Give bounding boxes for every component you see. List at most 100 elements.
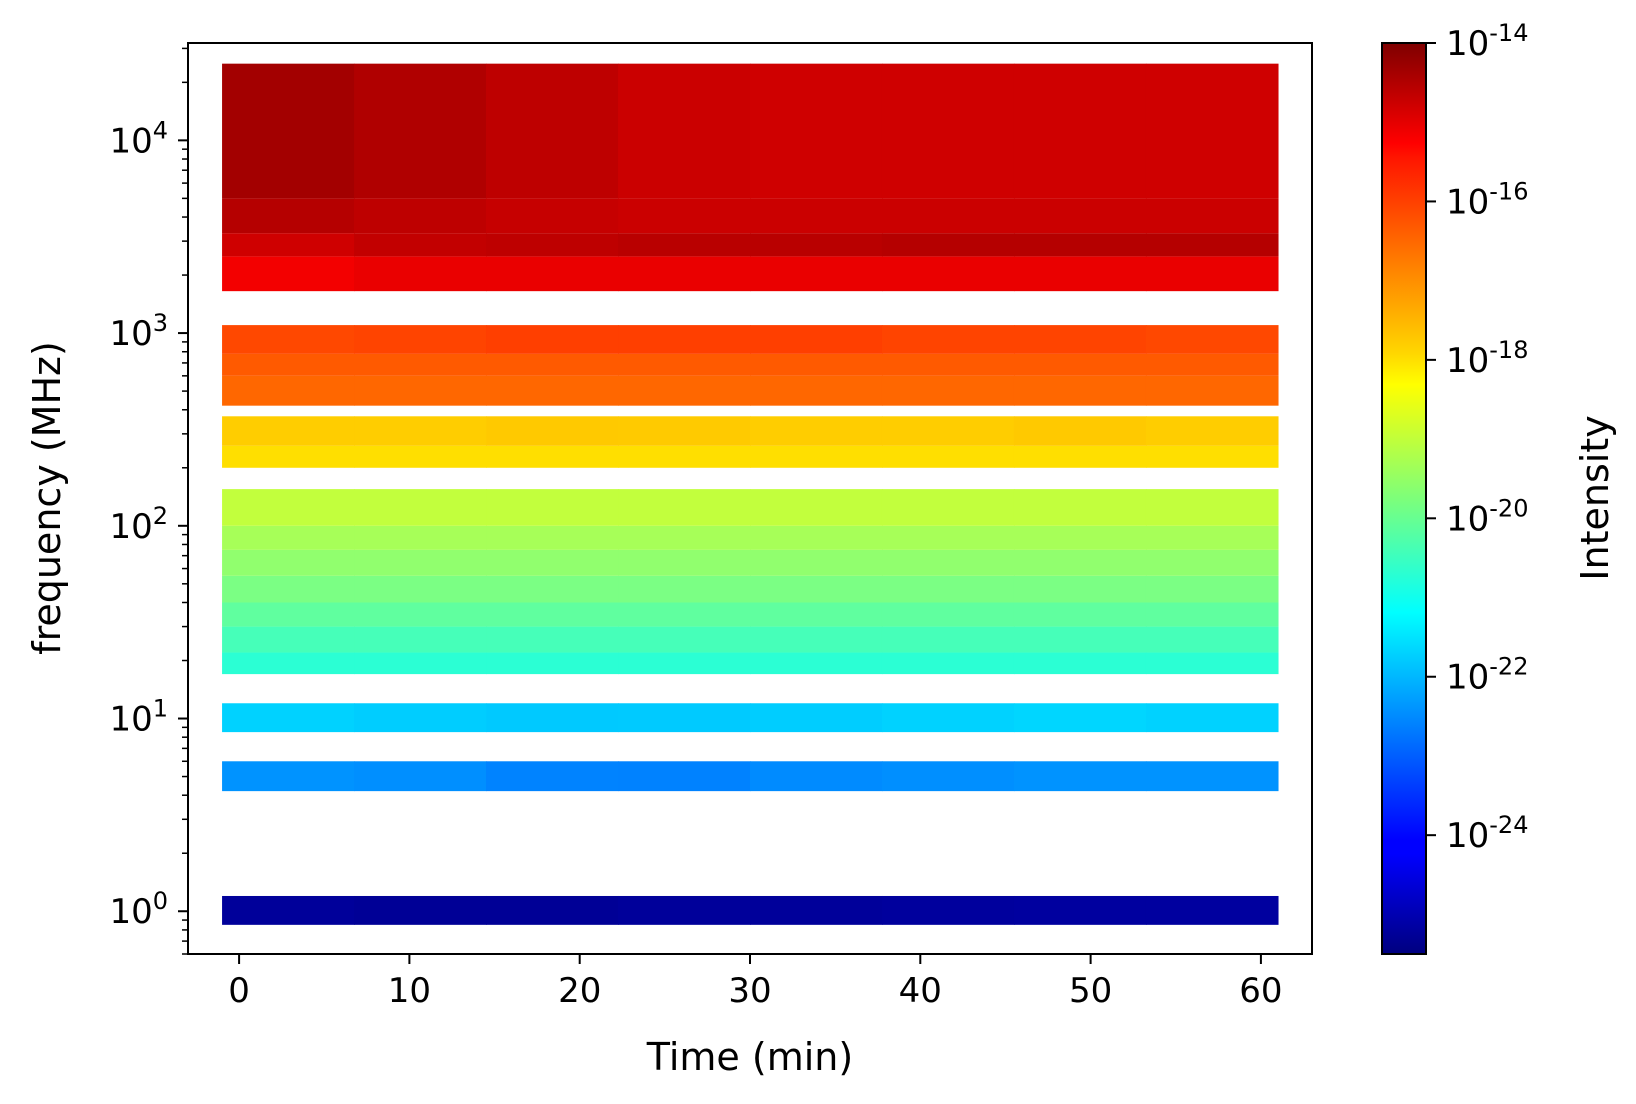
heatmap-cell [354, 652, 487, 675]
heatmap-cell [1145, 602, 1279, 627]
heatmap-cell [222, 63, 355, 199]
heatmap-cell [1013, 233, 1147, 257]
heatmap-cell [486, 325, 619, 354]
heatmap-cell [222, 353, 355, 376]
heatmap-cell [1145, 575, 1279, 603]
heatmap-cell [1013, 626, 1147, 653]
heatmap-cell [750, 652, 883, 675]
heatmap-cell [222, 652, 355, 675]
heatmap-cell [1013, 703, 1147, 733]
colorbar [1381, 42, 1427, 955]
heatmap-cell [618, 626, 751, 653]
heatmap-cell [750, 63, 883, 199]
heatmap-cell [881, 489, 1015, 526]
heatmap-cell [1013, 895, 1147, 925]
heatmap-cell [222, 375, 355, 406]
x-tick-label: 50 [1069, 971, 1112, 1011]
colorbar-label: Intensity [1573, 415, 1617, 580]
heatmap-cell [1145, 703, 1279, 733]
heatmap-cell [354, 575, 487, 603]
y-tick-label: 100 [109, 887, 168, 932]
heatmap-cell [354, 895, 487, 925]
x-tick-label: 0 [228, 971, 250, 1011]
heatmap-cell [881, 375, 1015, 406]
heatmap-cell [354, 761, 487, 792]
heatmap-cell [881, 895, 1015, 925]
heatmap-cell [1013, 575, 1147, 603]
heatmap-cell [881, 703, 1015, 733]
x-axis-label: Time (min) [646, 1035, 853, 1079]
heatmap-cell [750, 489, 883, 526]
heatmap-cell [618, 416, 751, 446]
colorbar-tick-label: 10-22 [1446, 653, 1528, 698]
heatmap-cell [618, 375, 751, 406]
heatmap-cell [618, 652, 751, 675]
plot-area [222, 63, 1279, 925]
heatmap-cell [1145, 549, 1279, 576]
heatmap-cell [354, 549, 487, 576]
heatmap-cell [1145, 256, 1279, 292]
heatmap-cell [618, 895, 751, 925]
heatmap-cell [1013, 445, 1147, 468]
heatmap-cell [881, 63, 1015, 199]
heatmap-cell [1145, 198, 1279, 234]
heatmap-cell [750, 895, 883, 925]
heatmap-cell [222, 602, 355, 627]
heatmap-cell [486, 233, 619, 257]
heatmap-cell [486, 575, 619, 603]
heatmap-cell [618, 602, 751, 627]
heatmap-cell [881, 198, 1015, 234]
heatmap-cell [222, 549, 355, 576]
heatmap-cell [750, 761, 883, 792]
y-axis-label: frequency (MHz) [25, 341, 69, 655]
heatmap-cell [618, 525, 751, 550]
colorbar-tick-label: 10-20 [1446, 494, 1528, 539]
heatmap-cell [354, 602, 487, 627]
heatmap-cell [222, 416, 355, 446]
heatmap-cell [1145, 489, 1279, 526]
heatmap-cell [881, 353, 1015, 376]
heatmap-cell [486, 602, 619, 627]
heatmap-cell [1145, 325, 1279, 354]
heatmap-cell [486, 652, 619, 675]
colorbar-tick-label: 10-18 [1446, 336, 1528, 381]
x-tick-label: 30 [728, 971, 771, 1011]
heatmap-cell [618, 233, 751, 257]
heatmap-cell [750, 325, 883, 354]
heatmap-cell [750, 602, 883, 627]
heatmap-cell [881, 626, 1015, 653]
heatmap-cell [750, 525, 883, 550]
heatmap-cell [750, 575, 883, 603]
heatmap-cell [486, 895, 619, 925]
heatmap-cell [486, 445, 619, 468]
heatmap-cell [222, 445, 355, 468]
heatmap-cell [1145, 761, 1279, 792]
colorbar-ticks: 10-14 10-16 10-18 10-20 10-22 10-24 [1426, 19, 1528, 856]
heatmap-cell [618, 703, 751, 733]
heatmap-cell [354, 198, 487, 234]
heatmap-cell [618, 761, 751, 792]
heatmap-cell [881, 575, 1015, 603]
heatmap-cell [1013, 489, 1147, 526]
heatmap-cell [618, 549, 751, 576]
heatmap-cell [750, 375, 883, 406]
heatmap-cell [1145, 525, 1279, 550]
heatmap-cell [1013, 416, 1147, 446]
heatmap-cell [1013, 63, 1147, 199]
heatmap-cell [1145, 375, 1279, 406]
heatmap-cell [354, 489, 487, 526]
heatmap-cell [222, 525, 355, 550]
x-axis: 0 10 20 30 40 50 60 [228, 954, 1283, 1011]
heatmap-cell [881, 652, 1015, 675]
heatmap-cell [486, 63, 619, 199]
heatmap-cell [222, 761, 355, 792]
heatmap-cell [750, 353, 883, 376]
heatmap-cell [486, 703, 619, 733]
heatmap-cell [1013, 525, 1147, 550]
heatmap-cell [486, 549, 619, 576]
heatmap-cell [486, 416, 619, 446]
heatmap-cell [222, 703, 355, 733]
heatmap-cell [750, 549, 883, 576]
y-tick-label: 103 [109, 309, 168, 354]
